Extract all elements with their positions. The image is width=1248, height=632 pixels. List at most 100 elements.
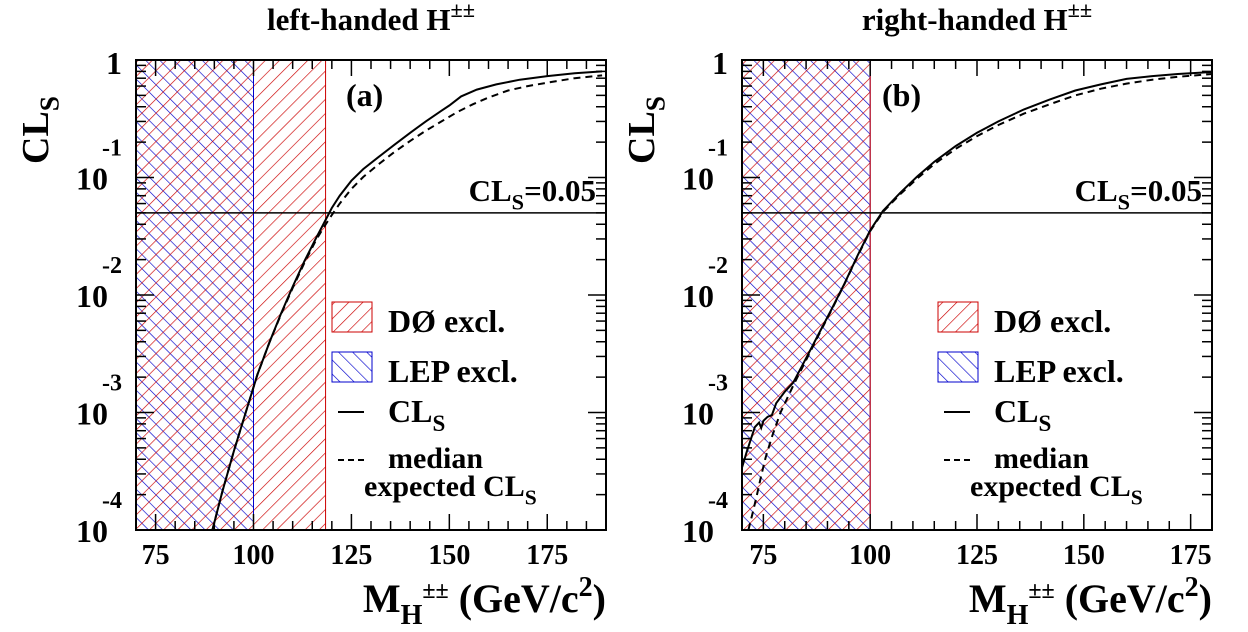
x-tick-label: 125: [956, 540, 998, 571]
legend-lep-swatch: [331, 351, 373, 383]
chart-title-part: ±±: [1068, 0, 1093, 22]
y-tick-label: 10: [682, 396, 714, 432]
x-tick-label: 175: [1170, 540, 1212, 571]
legend-d0-label: DØ excl.: [994, 303, 1111, 339]
y-tick-label: 10: [682, 513, 714, 549]
y-tick-label: 10: [682, 278, 714, 314]
y-tick-exponent: -3: [708, 371, 728, 397]
panel-label: (b): [882, 77, 921, 113]
x-tick-label: 100: [849, 540, 891, 571]
x-axis-label-part: 2: [579, 572, 593, 603]
x-axis-label-part: 2: [1185, 572, 1199, 603]
chart-title-part: left-handed H: [267, 2, 450, 37]
legend-cls-label: CLS: [994, 393, 1051, 436]
threshold-label: CLS=0.05: [1075, 173, 1202, 215]
y-axis-label: CLS: [621, 96, 671, 164]
y-tick-exponent: -4: [102, 488, 122, 514]
legend-median-label-line2-part: expected CL: [364, 470, 525, 503]
legend-cls-label-part: CL: [994, 393, 1038, 429]
legend-median-label-line2-part: expected CL: [970, 470, 1131, 503]
y-axis-label-part: S: [641, 96, 671, 111]
y-tick-label: 1: [106, 45, 122, 81]
legend-median-label-line2-part: S: [525, 485, 537, 509]
y-axis-label-part: CL: [15, 111, 57, 164]
y-tick-exponent: -1: [708, 136, 728, 162]
d0-exclusion-region: [742, 60, 871, 530]
x-axis-label: MH±± (GeV/c2): [969, 572, 1212, 631]
y-axis-label-group: CLS: [621, 96, 671, 164]
d0-exclusion-region: [136, 60, 326, 530]
y-tick-label: 10: [682, 161, 714, 197]
x-axis-label-part: H: [1007, 600, 1029, 631]
panel-b: 75 100 125 150 175110-110-210-310-4right-han…: [621, 0, 1213, 631]
legend-d0-label: DØ excl.: [388, 303, 505, 339]
legend-lep-label: LEP excl.: [994, 353, 1124, 389]
threshold-label-part: S: [512, 190, 524, 215]
x-axis-label-part: M: [969, 576, 1007, 621]
y-axis-label-group: CLS: [15, 96, 65, 164]
legend-median-label: median: [388, 442, 483, 475]
observed-cls-line: [742, 71, 1212, 468]
x-axis-label-part: (GeV/c: [449, 576, 579, 621]
chart-title: right-handed H±±: [862, 0, 1092, 37]
threshold-label-part: =0.05: [524, 173, 596, 208]
plot-area: [136, 60, 606, 530]
x-axis-label-part: (GeV/c: [1055, 576, 1185, 621]
legend-cls-label: CLS: [388, 393, 445, 436]
y-axis-label-part: S: [35, 96, 65, 111]
legend-median-label-line2: expected CLS: [364, 470, 537, 509]
y-tick-label: 10: [76, 278, 108, 314]
x-tick-label: 150: [428, 540, 470, 571]
y-axis-label: CLS: [15, 96, 65, 164]
legend-lep-swatch: [937, 351, 979, 383]
legend-cls-label-part: S: [1038, 410, 1051, 436]
median-expected-cls-line: [747, 73, 1212, 530]
panel-label: (a): [346, 77, 383, 113]
panel-a: 75 100 125 150 175110-110-210-310-4left-hand…: [15, 0, 607, 631]
y-axis-label-part: CL: [621, 111, 663, 164]
y-tick-exponent: -3: [102, 371, 122, 397]
y-tick-label: 1: [712, 45, 728, 81]
legend-median-label-line2: expected CLS: [970, 470, 1143, 509]
y-tick-exponent: -4: [708, 488, 728, 514]
threshold-label-part: =0.05: [1130, 173, 1202, 208]
y-tick-label: 10: [76, 161, 108, 197]
legend-cls-label-part: CL: [388, 393, 432, 429]
threshold-label-part: CL: [1075, 173, 1118, 208]
y-tick-exponent: -2: [708, 253, 728, 279]
x-tick-label: 75: [142, 540, 170, 571]
threshold-label-part: S: [1118, 190, 1130, 215]
legend-d0-swatch: [331, 301, 373, 333]
x-tick-label: 125: [330, 540, 372, 571]
y-tick-exponent: -2: [102, 253, 122, 279]
threshold-label: CLS=0.05: [469, 173, 596, 215]
legend-median-label-line2-part: S: [1131, 485, 1143, 509]
x-axis-label: MH±± (GeV/c2): [363, 572, 606, 631]
y-tick-label: 10: [76, 396, 108, 432]
x-axis-label-part: M: [363, 576, 401, 621]
observed-cls-line: [211, 70, 603, 530]
legend-median-label: median: [994, 442, 1089, 475]
legend-d0-swatch: [937, 301, 979, 333]
x-tick-label: 150: [1063, 540, 1105, 571]
x-axis-label-part: ±±: [422, 578, 448, 604]
x-axis-label-part: ): [1199, 576, 1212, 621]
plot-area: [742, 60, 1212, 530]
x-axis-label-part: ): [593, 576, 606, 621]
y-tick-exponent: -1: [102, 136, 122, 162]
x-axis-label-part: ±±: [1028, 578, 1054, 604]
x-tick-label: 75: [749, 540, 777, 571]
threshold-label-part: CL: [469, 173, 512, 208]
chart-title-part: ±±: [450, 0, 475, 22]
y-tick-label: 10: [76, 513, 108, 549]
x-axis-label-part: H: [401, 600, 423, 631]
legend-cls-label-part: S: [432, 410, 445, 436]
chart-title-part: right-handed H: [862, 2, 1068, 37]
x-tick-label: 100: [233, 540, 275, 571]
x-tick-label: 175: [526, 540, 568, 571]
legend-lep-label: LEP excl.: [388, 353, 518, 389]
